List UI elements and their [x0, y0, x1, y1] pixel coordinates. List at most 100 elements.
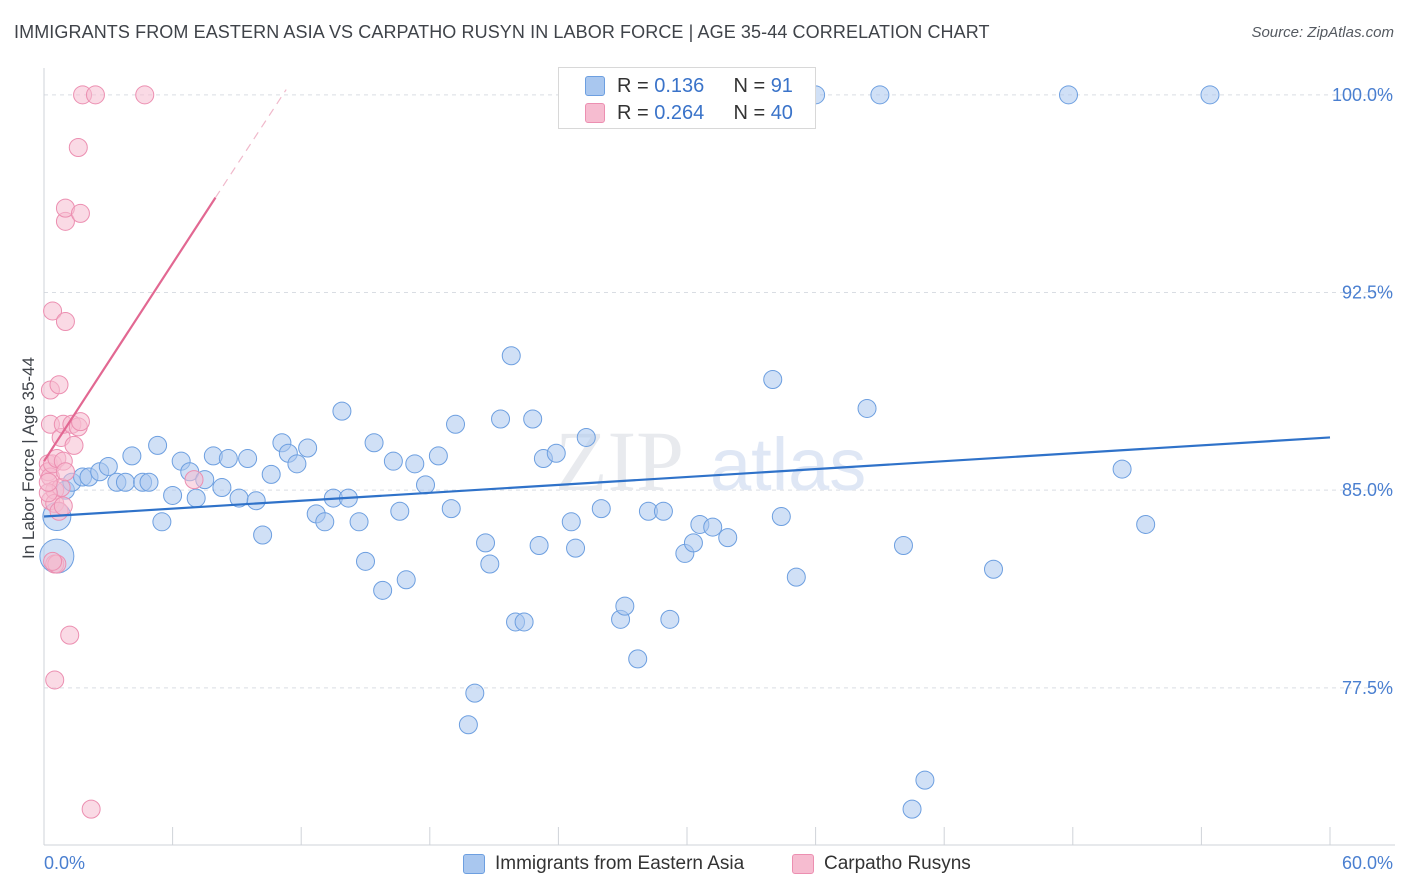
data-point: [45, 670, 65, 690]
data-point: [491, 409, 511, 429]
data-point: [349, 512, 369, 532]
data-point: [591, 499, 611, 519]
data-point: [287, 454, 307, 474]
data-point: [55, 311, 75, 331]
data-point: [446, 414, 466, 434]
x-tick-label: 0.0%: [44, 853, 85, 873]
data-point: [786, 567, 806, 587]
data-point: [1059, 85, 1079, 105]
data-point: [184, 470, 204, 490]
data-point: [238, 449, 258, 469]
data-point: [501, 346, 521, 366]
data-point: [390, 501, 410, 521]
data-point: [416, 475, 436, 495]
data-point: [383, 451, 403, 471]
data-point: [85, 85, 105, 105]
data-point: [218, 449, 238, 469]
data-point: [523, 409, 543, 429]
trend-lines: [43, 89, 1331, 518]
data-point: [561, 512, 581, 532]
x-tick-label: 60.0%: [1342, 853, 1393, 873]
data-point: [135, 85, 155, 105]
data-point: [246, 491, 266, 511]
data-point: [983, 559, 1003, 579]
data-point: [893, 536, 913, 556]
data-point: [566, 538, 586, 558]
legend-label: Carpatho Rusyns: [824, 853, 971, 874]
legend-n-label: N =: [733, 102, 766, 124]
legend-swatch-blue: [585, 76, 605, 96]
data-point: [660, 609, 680, 629]
data-point: [915, 770, 935, 790]
data-point: [546, 443, 566, 463]
data-point: [70, 412, 90, 432]
trend-line: [43, 197, 217, 462]
watermark-atlas: atlas: [710, 423, 866, 506]
data-point: [38, 472, 58, 492]
data-point: [64, 435, 84, 455]
data-point: [428, 446, 448, 466]
legend-swatch-blue: [463, 854, 485, 874]
x-tick-labels: 0.0% 60.0%: [44, 853, 1393, 873]
y-tick-labels: 77.5% 85.0% 92.5% 100.0%: [1332, 85, 1393, 698]
data-point: [163, 485, 183, 505]
data-point: [152, 512, 172, 532]
data-point: [364, 433, 384, 453]
legend-r-label: R =: [617, 102, 649, 124]
data-point: [186, 488, 206, 508]
data-point: [857, 398, 877, 418]
correlation-legend: R = 0.136 N = 91 R = 0.264 N = 40: [558, 67, 816, 129]
data-point: [771, 507, 791, 527]
data-point: [55, 462, 75, 482]
legend-swatch-pink: [585, 103, 605, 123]
data-point: [763, 369, 783, 389]
legend-r-label: R =: [617, 75, 649, 97]
data-point: [356, 551, 375, 571]
data-point: [405, 454, 425, 474]
series-carpatho-rusyn-points: [38, 85, 204, 819]
y-axis-label: In Labor Force | Age 35-44: [19, 357, 38, 559]
watermark-zip: ZIP: [555, 413, 684, 509]
data-point: [373, 580, 393, 600]
data-point: [1200, 85, 1220, 105]
legend-n-label: N =: [733, 75, 766, 97]
data-point: [615, 596, 635, 616]
data-point: [70, 203, 90, 223]
data-point: [261, 464, 281, 484]
data-point: [43, 551, 63, 571]
data-point: [870, 85, 890, 105]
y-tick-label: 92.5%: [1342, 282, 1393, 302]
data-point: [1136, 514, 1156, 534]
y-tick-label: 100.0%: [1332, 85, 1393, 105]
data-point: [332, 401, 352, 421]
data-point: [458, 715, 478, 735]
data-point: [653, 501, 673, 521]
y-tick-label: 85.0%: [1342, 480, 1393, 500]
data-point: [480, 554, 500, 574]
data-point: [529, 536, 549, 556]
data-point: [703, 517, 723, 537]
trend-line-extension: [214, 89, 287, 198]
data-point: [148, 435, 168, 455]
data-point: [683, 533, 703, 553]
data-point: [628, 649, 648, 669]
data-point: [53, 496, 73, 516]
data-point: [253, 525, 273, 545]
data-point: [115, 472, 135, 492]
data-point: [60, 625, 80, 645]
data-point: [902, 799, 922, 819]
data-point: [514, 612, 534, 632]
legend-n-value: 91: [770, 75, 793, 97]
data-point: [139, 472, 159, 492]
data-point: [576, 427, 596, 447]
data-point: [465, 683, 485, 703]
data-point: [1112, 459, 1132, 479]
data-point: [81, 799, 101, 819]
legend-n-value: 40: [770, 102, 793, 124]
chart-title: IMMIGRANTS FROM EASTERN ASIA VS CARPATHO…: [14, 22, 990, 42]
y-tick-label: 77.5%: [1342, 678, 1393, 698]
data-point: [441, 499, 461, 519]
legend-swatch-pink: [792, 854, 814, 874]
data-point: [315, 512, 335, 532]
